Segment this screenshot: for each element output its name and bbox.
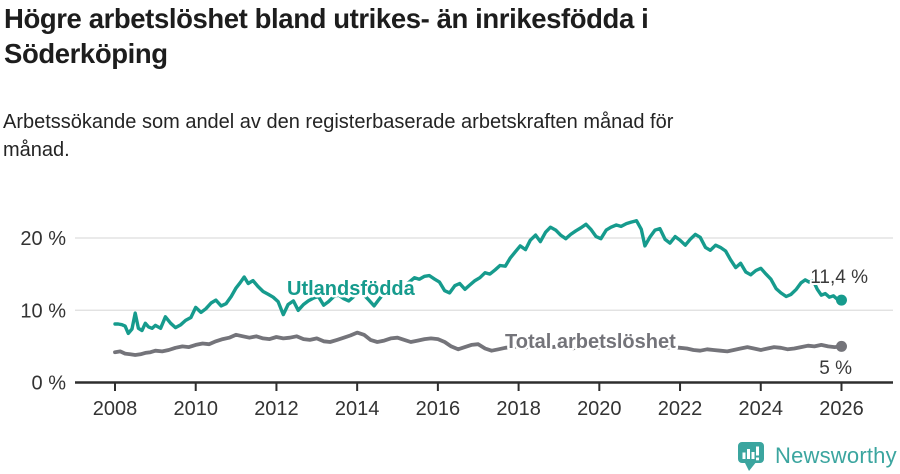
series-lines — [113, 218, 847, 357]
gridlines — [75, 237, 893, 311]
y-tick-label: 0 % — [32, 373, 67, 395]
chart-title-line-2: Söderköping — [4, 38, 168, 69]
x-axis-tick-labels: 2008 2010 2012 2014 2016 2018 2020 2022 2024 2026 — [93, 398, 864, 420]
bar-chart-glyph — [742, 446, 759, 461]
x-tick-label: 2008 — [93, 398, 138, 420]
series-line-utlandsfodda — [113, 218, 844, 336]
newsworthy-logo: Newsworthy — [738, 442, 897, 471]
x-tick-label: 2026 — [819, 398, 864, 420]
x-tick-label: 2010 — [173, 398, 218, 420]
chart-title: Högre arbetslöshet bland utrikes- än inr… — [4, 1, 884, 71]
end-value-label-total: 5 % — [819, 358, 852, 379]
series-line-total-arbetsloshet — [113, 330, 844, 357]
x-tick-label: 2014 — [335, 398, 380, 420]
x-tick-label: 2016 — [416, 398, 461, 420]
chart-title-line-1: Högre arbetslöshet bland utrikes- än inr… — [4, 3, 649, 34]
chart-subtitle-line-1: Arbetssökande som andel av den registerb… — [3, 111, 674, 133]
x-tick-label: 2022 — [658, 398, 703, 420]
x-tick-label: 2012 — [254, 398, 299, 420]
end-point-dot-total-arbetsloshet — [835, 340, 847, 352]
chart-subtitle: Arbetssökande som andel av den registerb… — [3, 108, 893, 164]
y-tick-label: 10 % — [20, 300, 66, 322]
series-label-total-arbetsloshet: Total arbetslöshet — [505, 331, 676, 353]
y-axis-tick-labels: 0 % 10 % 20 % — [20, 228, 66, 395]
series-label-utlandsfodda: Utlandsfödda — [287, 278, 416, 300]
y-tick-label: 20 % — [20, 228, 66, 250]
newsworthy-logo-icon — [738, 442, 764, 471]
x-tick-label: 2024 — [739, 398, 784, 420]
x-axis — [75, 381, 893, 391]
newsworthy-logo-text: Newsworthy — [775, 443, 897, 468]
chart-subtitle-line-2: månad. — [3, 139, 70, 161]
x-tick-label: 2018 — [496, 398, 541, 420]
x-tick-label: 2020 — [577, 398, 622, 420]
end-value-label-utlandsfodda: 11,4 % — [810, 267, 868, 288]
end-point-dot-utlandsfodda — [835, 294, 847, 306]
